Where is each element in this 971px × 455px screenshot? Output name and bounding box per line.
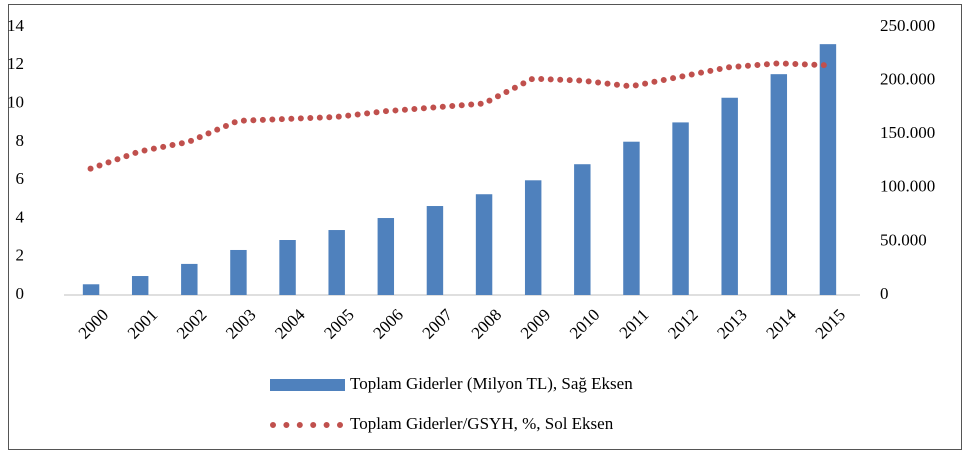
- legend-swatch: [270, 379, 345, 391]
- y-tick-label: 6: [16, 169, 25, 188]
- bar: [328, 230, 345, 295]
- y2-tick-label: 0: [880, 284, 889, 303]
- y-tick-label: 12: [7, 54, 24, 73]
- y-tick-label: 2: [16, 246, 25, 265]
- bar: [623, 141, 640, 295]
- y-tick-label: 4: [16, 207, 25, 226]
- legend-label: Toplam Giderler (Milyon TL), Sağ Eksen: [350, 374, 633, 393]
- y-tick-label: 8: [16, 131, 25, 150]
- bar: [279, 240, 296, 295]
- bar: [721, 97, 738, 295]
- y2-tick-label: 50.000: [880, 230, 927, 249]
- bar: [524, 180, 542, 295]
- bar: [82, 284, 100, 295]
- y-tick-label: 14: [7, 16, 25, 35]
- y-tick-label: 10: [7, 92, 24, 111]
- bar: [672, 122, 689, 296]
- y2-tick-label: 100.000: [880, 177, 935, 196]
- bar: [770, 74, 788, 295]
- bar: [131, 276, 149, 295]
- legend-label: Toplam Giderler/GSYH, %, Sol Eksen: [350, 414, 614, 433]
- bar: [426, 206, 444, 295]
- y2-tick-label: 150.000: [880, 123, 935, 142]
- bar: [475, 194, 493, 295]
- bar: [574, 164, 591, 295]
- bar: [377, 218, 395, 295]
- line: [87, 60, 831, 172]
- y2-tick-label: 200.000: [880, 70, 935, 89]
- y-tick-label: 0: [16, 284, 25, 303]
- bar: [230, 249, 247, 295]
- bar: [181, 263, 198, 295]
- y2-tick-label: 250.000: [880, 16, 935, 35]
- bar: [819, 44, 837, 295]
